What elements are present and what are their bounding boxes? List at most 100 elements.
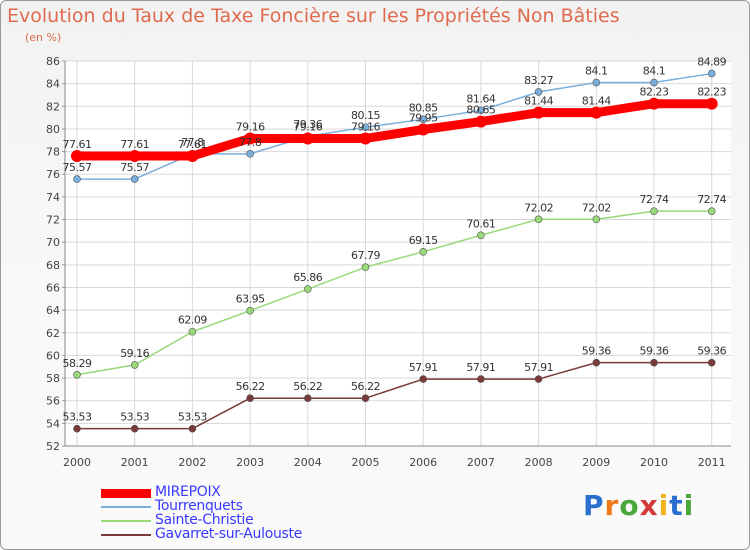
data-label-mirepoix: 82.23 xyxy=(697,86,726,99)
data-label-gavarret-sur-aulouste: 56.22 xyxy=(293,380,322,393)
x-tick-label: 2000 xyxy=(63,456,91,469)
legend-item-mirepoix: MIREPOIX xyxy=(101,484,341,500)
y-tick-label: 64 xyxy=(46,304,60,317)
data-point-gavarret-sur-aulouste xyxy=(592,358,601,367)
x-tick-label: 2011 xyxy=(698,456,726,469)
data-label-mirepoix: 77.61 xyxy=(178,138,207,151)
data-label-mirepoix: 77.61 xyxy=(63,138,92,151)
data-label-gavarret-sur-aulouste: 57.91 xyxy=(524,361,553,374)
data-point-gavarret-sur-aulouste xyxy=(188,424,197,433)
data-point-tourrenquets xyxy=(361,123,370,132)
data-label-mirepoix: 79.16 xyxy=(293,120,322,133)
data-label-gavarret-sur-aulouste: 56.22 xyxy=(236,380,265,393)
data-label-tourrenquets: 80.15 xyxy=(351,109,380,122)
data-label-gavarret-sur-aulouste: 57.91 xyxy=(466,361,495,374)
x-tick-label: 2002 xyxy=(178,456,206,469)
y-tick-label: 72 xyxy=(46,214,60,227)
data-point-tourrenquets xyxy=(707,69,716,78)
data-label-tourrenquets: 80.85 xyxy=(409,101,438,114)
legend: MIREPOIX Tourrenquets Sainte-Christie Ga… xyxy=(101,484,341,542)
data-point-sainte-christie xyxy=(534,215,543,224)
data-point-gavarret-sur-aulouste xyxy=(707,358,716,367)
data-point-gavarret-sur-aulouste xyxy=(534,375,543,383)
logo-letter: i xyxy=(683,489,695,522)
data-label-gavarret-sur-aulouste: 53.53 xyxy=(63,411,92,424)
data-point-sainte-christie xyxy=(130,361,139,369)
y-tick-label: 80 xyxy=(46,123,60,136)
data-label-sainte-christie: 58.29 xyxy=(63,357,92,370)
data-label-tourrenquets: 83.27 xyxy=(524,74,553,87)
logo-letter: x xyxy=(639,489,659,522)
data-label-mirepoix: 79.16 xyxy=(236,120,265,133)
data-point-mirepoix xyxy=(128,150,141,163)
data-label-tourrenquets: 75.57 xyxy=(120,161,149,174)
legend-label-mirepoix: MIREPOIX xyxy=(155,484,221,500)
data-point-sainte-christie xyxy=(188,327,197,336)
data-point-sainte-christie xyxy=(246,306,254,315)
x-tick-label: 2007 xyxy=(467,456,495,469)
data-point-sainte-christie xyxy=(650,207,658,215)
data-label-gavarret-sur-aulouste: 59.36 xyxy=(582,345,611,358)
data-point-sainte-christie xyxy=(361,263,370,272)
x-tick-label: 2006 xyxy=(409,456,437,469)
data-point-gavarret-sur-aulouste xyxy=(361,394,370,403)
legend-swatch-mirepoix xyxy=(101,489,151,498)
logo-letter: t xyxy=(669,489,684,522)
data-label-sainte-christie: 72.02 xyxy=(582,201,611,214)
x-tick-label: 2004 xyxy=(294,456,322,469)
data-point-mirepoix xyxy=(705,97,718,110)
data-label-tourrenquets: 84.89 xyxy=(697,56,726,69)
data-label-tourrenquets: 81.64 xyxy=(466,92,495,105)
data-label-sainte-christie: 63.95 xyxy=(236,293,265,306)
legend-item-gavarret: Gavarret-sur-Aulouste xyxy=(101,526,341,542)
data-label-sainte-christie: 72.74 xyxy=(697,193,726,206)
y-tick-label: 74 xyxy=(46,191,60,204)
data-point-sainte-christie xyxy=(303,285,312,293)
data-label-gavarret-sur-aulouste: 53.53 xyxy=(178,411,207,424)
data-point-gavarret-sur-aulouste xyxy=(419,375,428,383)
data-point-mirepoix xyxy=(186,150,199,163)
data-point-tourrenquets xyxy=(592,78,601,87)
y-tick-label: 86 xyxy=(46,55,60,68)
y-tick-label: 54 xyxy=(46,417,60,430)
data-point-sainte-christie xyxy=(477,231,485,240)
logo-letter: o xyxy=(619,489,640,522)
data-point-gavarret-sur-aulouste xyxy=(650,358,658,367)
x-tick-label: 2001 xyxy=(121,456,149,469)
series-line-gavarret-sur-aulouste xyxy=(76,361,713,430)
data-label-mirepoix: 77.61 xyxy=(120,138,149,151)
x-tick-label: 2009 xyxy=(582,456,610,469)
series-line-mirepoix xyxy=(72,99,717,161)
y-tick-label: 66 xyxy=(46,281,60,294)
data-point-sainte-christie xyxy=(707,207,716,215)
data-label-sainte-christie: 72.02 xyxy=(524,201,553,214)
x-tick-label: 2008 xyxy=(525,456,553,469)
x-tick-label: 2010 xyxy=(640,456,668,469)
y-tick-label: 58 xyxy=(46,372,60,385)
data-label-sainte-christie: 67.79 xyxy=(351,249,380,262)
data-point-gavarret-sur-aulouste xyxy=(73,424,81,433)
data-point-gavarret-sur-aulouste xyxy=(130,424,139,433)
plot-background xyxy=(65,61,731,446)
data-point-sainte-christie xyxy=(73,370,81,379)
data-point-tourrenquets xyxy=(419,115,428,124)
logo-letter: i xyxy=(658,489,670,522)
legend-label-sainte-christie: Sainte-Christie xyxy=(155,512,254,528)
data-point-mirepoix xyxy=(532,106,545,119)
data-point-sainte-christie xyxy=(419,248,428,256)
y-tick-label: 62 xyxy=(46,327,60,340)
data-point-mirepoix xyxy=(359,132,372,145)
chart-title: Evolution du Taux de Taxe Foncière sur l… xyxy=(7,5,620,27)
data-point-tourrenquets xyxy=(130,175,139,183)
data-label-mirepoix: 82.23 xyxy=(640,86,669,99)
data-label-tourrenquets: 77.8 xyxy=(181,136,204,149)
legend-item-sainte-christie: Sainte-Christie xyxy=(101,512,341,528)
data-point-tourrenquets xyxy=(534,88,543,96)
data-label-gavarret-sur-aulouste: 59.36 xyxy=(697,345,726,358)
data-label-mirepoix: 81.44 xyxy=(582,95,611,108)
legend-label-gavarret: Gavarret-sur-Aulouste xyxy=(155,526,303,542)
data-label-tourrenquets: 75.57 xyxy=(63,161,92,174)
data-point-tourrenquets xyxy=(73,175,81,183)
data-point-tourrenquets xyxy=(650,78,658,87)
y-tick-label: 60 xyxy=(46,349,60,362)
